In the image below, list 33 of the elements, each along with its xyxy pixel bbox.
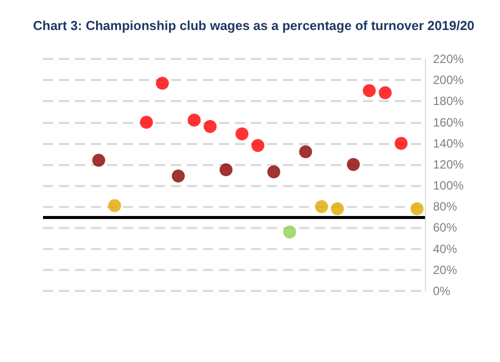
point: [299, 145, 312, 158]
point: [188, 114, 201, 127]
y-tick-label: 140%: [433, 136, 464, 150]
point: [172, 170, 185, 183]
point: [346, 158, 360, 171]
point: [220, 163, 233, 176]
point: [156, 76, 169, 90]
chart-title: Chart 3: Championship club wages as a percentage of turnover 2019/20: [33, 18, 474, 33]
point: [378, 86, 392, 100]
point: [315, 200, 328, 214]
point: [394, 136, 408, 150]
y-tick-label: 220%: [433, 52, 464, 66]
y-tick-label: 200%: [433, 73, 464, 88]
point: [410, 202, 424, 216]
y-tick-label: 80%: [433, 200, 458, 214]
point: [362, 84, 376, 98]
point: [283, 225, 296, 238]
y-tick-label: 100%: [433, 178, 464, 193]
y-tick-label: 20%: [433, 262, 458, 277]
point: [92, 154, 106, 167]
point: [267, 165, 280, 178]
y-tick-label: 40%: [433, 242, 458, 256]
y-tick-label: 60%: [433, 220, 458, 235]
y-tick-label: 180%: [433, 94, 464, 108]
point: [251, 138, 264, 152]
point: [140, 116, 153, 129]
y-tick-label: 120%: [433, 157, 464, 172]
y-tick-label: 160%: [433, 115, 464, 130]
point: [108, 199, 122, 212]
point: [204, 120, 217, 133]
point: [235, 127, 248, 140]
y-tick-label: 0%: [433, 284, 451, 298]
point: [330, 202, 344, 216]
